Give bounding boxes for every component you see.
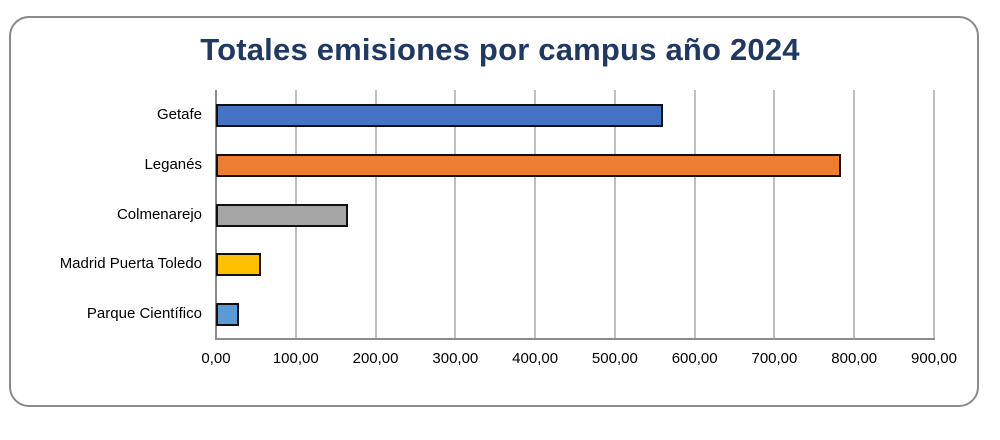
gridline [853, 90, 856, 339]
x-tick-label: 300,00 [432, 350, 479, 367]
x-tick-label: 600,00 [671, 350, 718, 367]
gridline [693, 90, 696, 339]
bar [216, 203, 348, 227]
x-tick-label: 700,00 [751, 350, 798, 367]
chart-frame [9, 16, 979, 407]
bar [216, 153, 841, 177]
x-tick-label: 900,00 [911, 350, 957, 367]
gridline [454, 90, 457, 339]
x-tick-label: 100,00 [272, 350, 319, 367]
category-label: Leganés [144, 155, 202, 173]
gridline [534, 90, 537, 339]
x-axis-line [215, 338, 935, 340]
x-tick-label: 0,00 [201, 350, 231, 367]
chart-title: Totales emisiones por campus año 2024 [200, 32, 800, 67]
x-tick-label: 400,00 [512, 350, 559, 367]
gridline [773, 90, 776, 339]
bar [216, 103, 663, 127]
gridline [933, 90, 935, 339]
gridline [613, 90, 616, 339]
category-label: Parque Científico [86, 305, 202, 323]
x-tick-label: 800,00 [831, 350, 878, 367]
bar [216, 253, 262, 277]
x-tick-label: 500,00 [591, 350, 638, 367]
category-label: Colmenarejo [116, 205, 202, 223]
plot-area [215, 90, 935, 340]
gridline [374, 90, 377, 339]
x-tick-label: 200,00 [352, 350, 399, 367]
category-label: Getafe [156, 105, 202, 123]
category-label: Madrid Puerta Toledo [59, 255, 202, 273]
bar [216, 303, 240, 327]
